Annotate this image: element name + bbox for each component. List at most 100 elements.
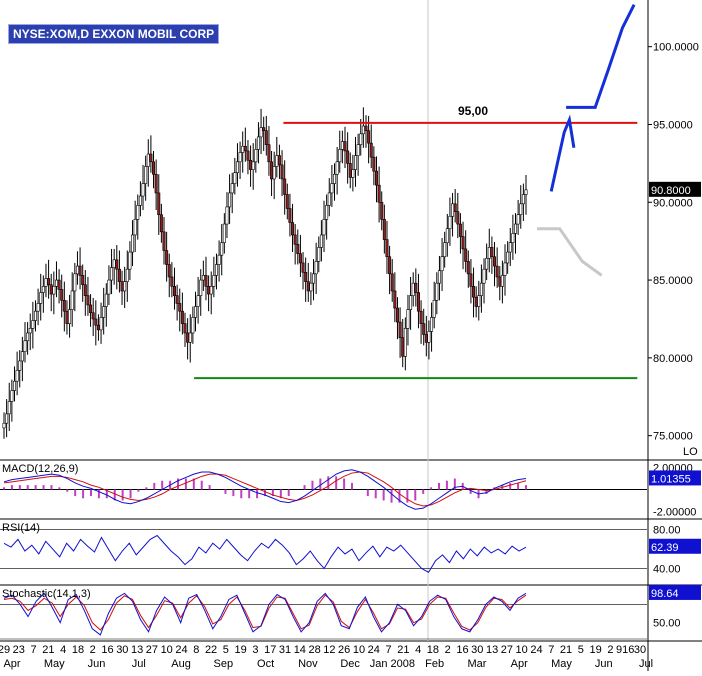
- candle-body: [117, 268, 121, 282]
- candle-body: [409, 295, 413, 310]
- candle-body: [437, 270, 441, 284]
- candle-body: [479, 282, 483, 296]
- time-axis-month-label: Sep: [214, 658, 234, 670]
- candle-body: [62, 299, 66, 312]
- time-axis-day-label: 24: [530, 644, 542, 656]
- candle-body: [335, 161, 339, 175]
- candle-body: [427, 331, 431, 343]
- candle-body: [178, 303, 182, 312]
- candle-body: [411, 282, 415, 296]
- time-axis-month-label: Dec: [340, 658, 360, 670]
- candle-body: [508, 242, 512, 253]
- candle-body: [83, 284, 87, 296]
- candle-body: [251, 161, 255, 170]
- candle-body: [393, 290, 397, 309]
- candle-body: [196, 295, 200, 307]
- candle-body: [458, 223, 462, 237]
- candle-body: [443, 242, 447, 258]
- candle-body: [220, 242, 224, 256]
- candle-body: [73, 273, 77, 292]
- time-axis-month-label: Apr: [511, 658, 528, 670]
- candle-body: [445, 228, 449, 244]
- candle-body: [146, 153, 150, 167]
- candle-body: [466, 261, 470, 275]
- candle-body: [293, 234, 297, 245]
- candle-body: [52, 285, 56, 295]
- time-axis-day-label: 3: [252, 644, 258, 656]
- candle-body: [503, 262, 507, 276]
- price-tick-label: 80.0000: [653, 353, 693, 365]
- candle-body: [154, 173, 158, 194]
- time-axis-day-label: 14: [294, 644, 306, 656]
- candle-body: [33, 310, 37, 321]
- macd-value-label: 1.01355: [651, 473, 691, 485]
- candle-body: [348, 163, 352, 178]
- candle-body: [91, 312, 95, 320]
- chart-title: NYSE:XOM,D EXXON MOBIL CORP: [8, 24, 220, 44]
- candle-body: [304, 271, 308, 282]
- time-axis-day-label: 23: [13, 644, 25, 656]
- candle-body: [31, 320, 35, 329]
- time-axis-day-label: 28: [308, 644, 320, 656]
- candle-body: [243, 145, 247, 152]
- candle-body: [10, 390, 14, 402]
- candle-body: [39, 292, 43, 304]
- candle-body: [256, 136, 260, 150]
- candle-body: [430, 317, 434, 332]
- candle-body: [498, 276, 502, 287]
- candle-body: [20, 351, 24, 362]
- rsi-tick-label: 80.00: [653, 525, 681, 537]
- time-axis-day-label: 17: [264, 644, 276, 656]
- time-axis-month-label: Jul: [639, 658, 653, 670]
- candle-body: [493, 256, 497, 267]
- candle-body: [115, 259, 119, 270]
- rsi-value-box: [649, 538, 701, 554]
- candle-body: [144, 166, 148, 184]
- candle-body: [424, 334, 428, 343]
- candle-body: [403, 328, 407, 357]
- candle-body: [60, 289, 64, 301]
- resistance-label: 95,00: [458, 104, 488, 118]
- time-axis-month-label: Feb: [425, 658, 444, 670]
- stoch-tick-label: 50.00: [653, 618, 681, 630]
- candle-body: [12, 380, 16, 391]
- candle-body: [149, 153, 153, 163]
- candle-body: [162, 231, 166, 251]
- candle-body: [380, 201, 384, 220]
- last-price-box: [649, 181, 701, 197]
- rsi-tick-label: 40.00: [653, 563, 681, 575]
- candle-body: [277, 155, 281, 166]
- time-axis-month-label: May: [44, 658, 65, 670]
- candle-body: [78, 265, 82, 276]
- time-axis-month-label: Jan 2008: [370, 658, 415, 670]
- time-axis-day-label: 27: [501, 644, 513, 656]
- candle-body: [309, 282, 313, 292]
- candle-body: [238, 152, 242, 163]
- candle-body: [280, 164, 284, 180]
- rsi-line: [3, 534, 527, 574]
- candle-body: [26, 332, 30, 342]
- candle-body: [372, 156, 376, 172]
- candle-body: [451, 203, 455, 217]
- candle-body: [246, 150, 250, 161]
- candle-body: [94, 318, 98, 326]
- candle-body: [141, 183, 145, 197]
- time-axis-day-label: 916: [616, 644, 634, 656]
- candle-body: [453, 203, 457, 212]
- time-axis-day-label: 7: [548, 644, 554, 656]
- candle-body: [167, 264, 171, 278]
- time-axis-day-label: 2: [607, 644, 613, 656]
- time-axis-day-label: 30: [116, 644, 128, 656]
- candle-body: [482, 268, 486, 284]
- candle-body: [65, 310, 69, 324]
- candle-body: [351, 169, 355, 178]
- candle-body: [209, 285, 213, 295]
- candle-body: [456, 211, 460, 225]
- time-axis-day-label: 29: [0, 644, 10, 656]
- price-tick-label: 75.0000: [653, 431, 693, 443]
- time-axis-month-label: Apr: [3, 658, 20, 670]
- candle-body: [495, 265, 499, 278]
- projection-blue-rise: [549, 114, 576, 192]
- time-axis-month-label: Nov: [298, 658, 318, 670]
